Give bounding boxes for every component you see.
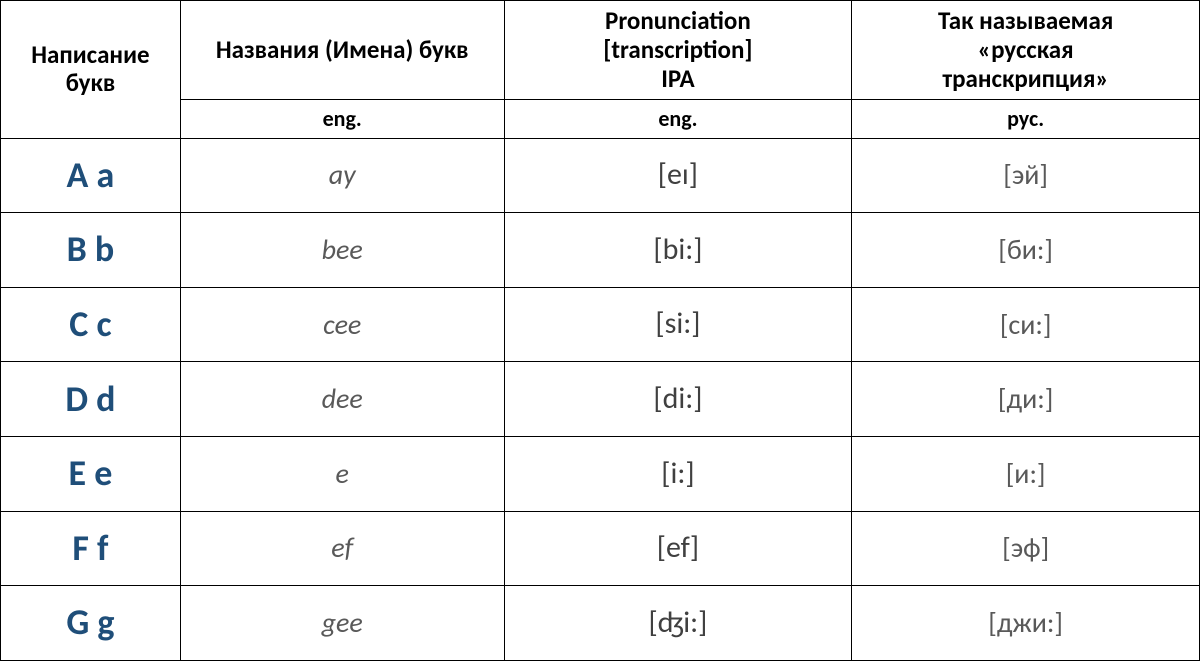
cell-name: cee — [180, 287, 504, 362]
header-pronunciation-l2: [transcription] — [603, 34, 752, 65]
header-pronunciation-l3: IPA — [661, 63, 694, 94]
header-russian-transcription: Так называемая «русская транскрипция» — [852, 1, 1200, 100]
header-letter-names: Названия (Имена) букв — [180, 1, 504, 100]
subheader-ipa-lang: eng. — [504, 100, 852, 138]
subheader-rus-lang: рус. — [852, 100, 1200, 138]
cell-ipa: [i:] — [504, 437, 852, 512]
header-pronunciation-l1: Pronunciation — [605, 5, 751, 36]
cell-rus: [си:] — [852, 287, 1200, 362]
cell-letter: E e — [1, 437, 181, 512]
table-row: B b bee [bi:] [би:] — [1, 213, 1200, 288]
cell-rus: [джи:] — [852, 586, 1200, 661]
cell-letter: C c — [1, 287, 181, 362]
table-row: F f ef [ef] [эф] — [1, 511, 1200, 586]
header-row-1: Написание букв Названия (Имена) букв Pro… — [1, 1, 1200, 100]
header-rus-l1: Так называемая — [938, 5, 1113, 36]
header-pronunciation: Pronunciation [transcription] IPA — [504, 1, 852, 100]
cell-name: ay — [180, 138, 504, 213]
table-row: D d dee [di:] [ди:] — [1, 362, 1200, 437]
table-row: C c cee [si:] [си:] — [1, 287, 1200, 362]
cell-rus: [эф] — [852, 511, 1200, 586]
header-row-2: eng. eng. рус. — [1, 100, 1200, 138]
alphabet-table: Написание букв Названия (Имена) букв Pro… — [0, 0, 1200, 661]
cell-name: bee — [180, 213, 504, 288]
table-row: E e e [i:] [и:] — [1, 437, 1200, 512]
table-body: A a ay [eɪ] [эй] B b bee [bi:] [би:] C c… — [1, 138, 1200, 660]
cell-ipa: [bi:] — [504, 213, 852, 288]
header-rus-l3: транскрипция» — [942, 63, 1109, 94]
header-rus-l2: «русская — [978, 34, 1074, 65]
table-row: A a ay [eɪ] [эй] — [1, 138, 1200, 213]
cell-rus: [и:] — [852, 437, 1200, 512]
cell-name: dee — [180, 362, 504, 437]
cell-name: e — [180, 437, 504, 512]
cell-letter: D d — [1, 362, 181, 437]
cell-letter: F f — [1, 511, 181, 586]
header-letter-spelling: Написание букв — [1, 1, 181, 139]
alphabet-table-container: Написание букв Названия (Имена) букв Pro… — [0, 0, 1200, 661]
cell-letter: A a — [1, 138, 181, 213]
cell-ipa: [ef] — [504, 511, 852, 586]
cell-ipa: [di:] — [504, 362, 852, 437]
table-row: G g gee [ʤi:] [джи:] — [1, 586, 1200, 661]
cell-ipa: [eɪ] — [504, 138, 852, 213]
cell-letter: B b — [1, 213, 181, 288]
subheader-names-lang: eng. — [180, 100, 504, 138]
cell-rus: [эй] — [852, 138, 1200, 213]
cell-rus: [би:] — [852, 213, 1200, 288]
cell-ipa: [ʤi:] — [504, 586, 852, 661]
cell-rus: [ди:] — [852, 362, 1200, 437]
cell-letter: G g — [1, 586, 181, 661]
cell-name: ef — [180, 511, 504, 586]
cell-name: gee — [180, 586, 504, 661]
cell-ipa: [si:] — [504, 287, 852, 362]
